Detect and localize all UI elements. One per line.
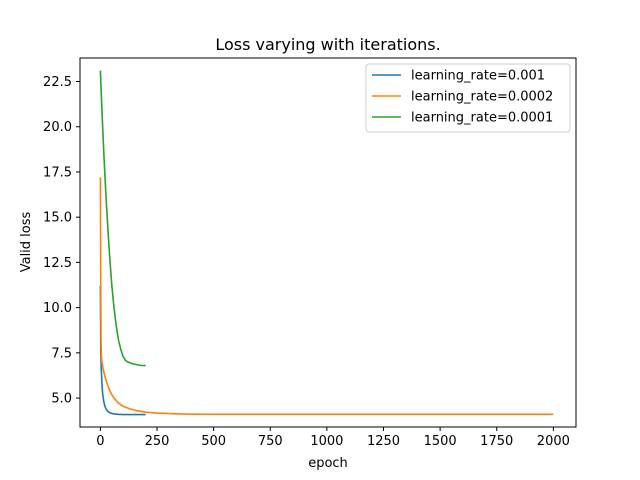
x-tick-label: 1000 — [310, 434, 343, 449]
series-layer — [99, 70, 554, 416]
chart-title: Loss varying with iterations. — [215, 35, 440, 54]
y-tick-label: 20.0 — [43, 120, 72, 135]
x-tick-label: 0 — [96, 434, 104, 449]
legend-label-3: learning_rate=0.0001 — [411, 111, 553, 126]
legend: learning_rate=0.001 learning_rate=0.0002l… — [365, 63, 571, 133]
y-tick-label: 17.5 — [43, 165, 72, 180]
y-tick-label: 12.5 — [43, 256, 72, 271]
axis-layer: 0 250 500 750 1000 1250 1500 1750 2000 5.0 7.5 10.0… — [43, 75, 570, 449]
y-tick-label: 7.5 — [51, 346, 72, 361]
legend-label-2: learning_rate=0.0002 — [411, 90, 553, 105]
legend-label-1: learning_rate=0.001 — [411, 69, 545, 84]
x-tick-label: 2000 — [537, 434, 570, 449]
x-tick-label: 1500 — [424, 434, 457, 449]
x-tick-label: 500 — [201, 434, 226, 449]
series-line-3 — [99, 70, 146, 367]
series-line-1 — [99, 285, 146, 416]
x-tick-label: 1750 — [480, 434, 513, 449]
x-tick-label: 1250 — [367, 434, 400, 449]
x-tick-label: 250 — [145, 434, 170, 449]
y-axis-label: Valid loss — [19, 211, 34, 272]
series-line-2 — [99, 177, 554, 416]
y-tick-label: 22.5 — [43, 75, 72, 90]
x-tick-label: 750 — [258, 434, 283, 449]
plot-frame — [79, 57, 577, 428]
x-axis-label: epoch — [308, 456, 348, 471]
y-tick-label: 15.0 — [43, 211, 72, 226]
legend-box — [365, 63, 571, 133]
y-tick-label: 10.0 — [43, 301, 72, 316]
y-tick-label: 5.0 — [51, 392, 72, 407]
